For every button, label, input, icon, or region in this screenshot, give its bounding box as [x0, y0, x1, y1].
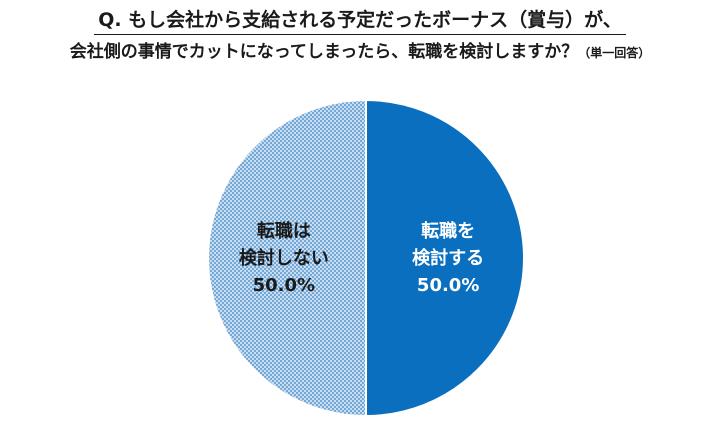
pie-slices: [207, 98, 525, 418]
title-line-1: Q. もし会社から支給される予定だったボーナス（賞与）が、: [94, 8, 626, 35]
slice-value-yes: 50.0%: [417, 275, 479, 296]
slice-label-yes: 転職を: [421, 220, 475, 242]
chart-title: Q. もし会社から支給される予定だったボーナス（賞与）が、 会社側の事情でカット…: [0, 8, 720, 66]
slice-label-yes: 検討する: [412, 247, 484, 269]
slice-label-no: 検討しない: [239, 247, 329, 269]
pie-slice-no: [207, 98, 367, 418]
pie-slice-yes: [365, 98, 525, 418]
title-line-2: 会社側の事情でカットになってしまったら、転職を検討しますか？（単一回答）: [0, 39, 720, 66]
title-line-2-text: 会社側の事情でカットになってしまったら、転職を検討しますか？: [69, 42, 579, 62]
slice-value-no: 50.0%: [253, 275, 315, 296]
slice-label-no: 転職は: [257, 220, 311, 242]
title-note: （単一回答）: [578, 46, 651, 60]
